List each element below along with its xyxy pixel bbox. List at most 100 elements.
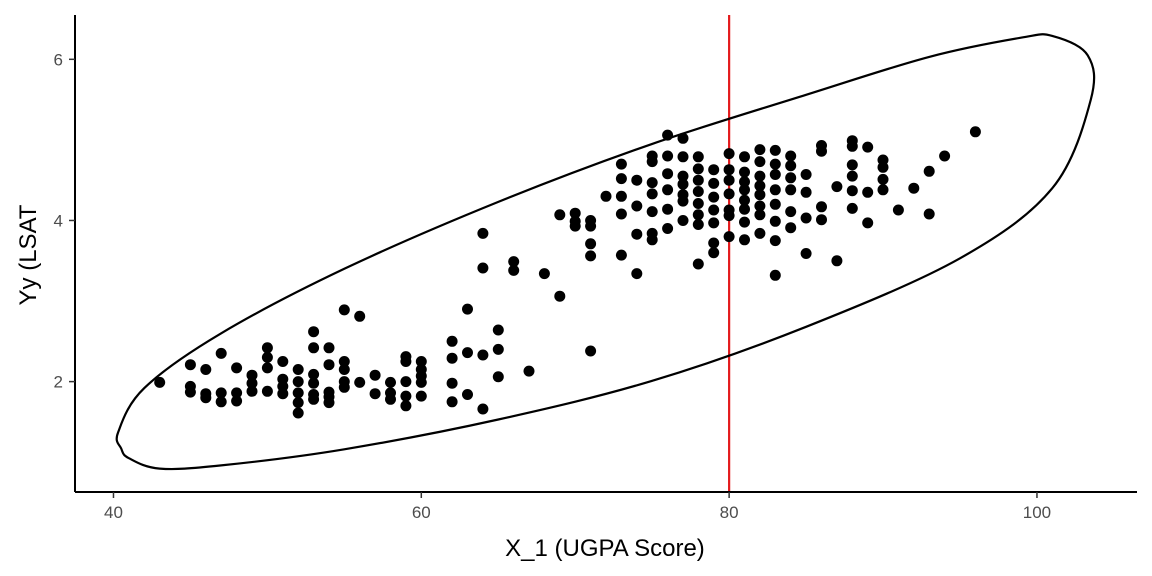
data-point — [708, 164, 720, 176]
data-point — [769, 169, 781, 180]
x-tick-label: 100 — [1023, 503, 1051, 522]
data-point — [338, 304, 350, 316]
data-point — [585, 220, 597, 232]
data-point — [492, 343, 504, 355]
data-point — [615, 208, 627, 220]
data-point — [631, 268, 643, 280]
data-point — [846, 185, 858, 197]
data-point — [308, 377, 320, 389]
data-point — [385, 376, 396, 388]
data-point — [831, 255, 843, 267]
data-point — [554, 209, 566, 221]
data-point — [246, 377, 258, 389]
data-point — [877, 184, 889, 196]
data-point — [877, 161, 889, 173]
data-point — [739, 216, 750, 228]
data-point — [831, 181, 843, 193]
data-point — [508, 264, 520, 276]
data-point — [723, 148, 735, 160]
data-point — [292, 407, 304, 419]
data-point — [231, 395, 243, 407]
data-point — [261, 351, 273, 363]
data-point — [677, 132, 689, 144]
data-point — [292, 387, 304, 399]
x-tick-label: 80 — [720, 503, 739, 522]
data-point — [662, 150, 674, 162]
data-point — [261, 385, 273, 397]
data-point — [662, 168, 674, 180]
data-point — [508, 256, 520, 268]
data-point — [585, 238, 597, 250]
data-point — [846, 202, 858, 214]
data-point — [785, 222, 797, 234]
data-point — [615, 173, 627, 185]
data-point — [338, 381, 350, 393]
data-point — [723, 210, 735, 222]
data-point — [154, 376, 166, 388]
data-point — [415, 376, 427, 388]
data-point — [800, 186, 812, 198]
data-point — [415, 356, 427, 367]
data-point — [200, 392, 212, 404]
x-tick-label: 40 — [104, 503, 123, 522]
data-point — [446, 352, 458, 364]
data-point — [723, 174, 735, 186]
data-point — [538, 268, 550, 280]
data-point — [354, 310, 366, 322]
data-point — [446, 335, 458, 347]
data-point — [615, 249, 627, 261]
data-point — [215, 347, 227, 359]
data-point — [739, 194, 750, 206]
data-point — [708, 247, 720, 259]
data-point — [631, 228, 643, 240]
data-point — [369, 388, 381, 400]
data-point — [662, 203, 674, 215]
data-point — [261, 342, 273, 354]
data-point — [184, 359, 196, 371]
data-point — [400, 400, 412, 412]
data-point — [646, 156, 658, 168]
data-point — [816, 201, 827, 213]
data-point — [939, 150, 951, 162]
data-point — [292, 397, 304, 409]
y-tick-label: 4 — [54, 211, 63, 230]
data-point — [754, 227, 766, 239]
data-point — [692, 209, 704, 221]
data-point — [308, 342, 320, 354]
data-point — [754, 180, 766, 192]
data-point — [462, 347, 473, 359]
data-point — [477, 403, 489, 415]
data-point — [846, 159, 858, 171]
data-point — [892, 204, 904, 216]
data-point — [769, 235, 781, 247]
data-point — [677, 151, 689, 163]
confidence-ellipse — [115, 33, 1096, 471]
data-point — [908, 182, 920, 194]
data-point — [862, 141, 874, 153]
data-point — [615, 190, 627, 202]
data-point — [785, 150, 797, 162]
data-point — [662, 129, 674, 141]
data-point — [923, 208, 935, 220]
data-point — [338, 356, 350, 367]
data-point — [215, 396, 227, 408]
data-point — [923, 165, 935, 177]
data-point — [723, 188, 735, 200]
data-point — [261, 362, 273, 374]
data-point — [677, 195, 689, 207]
data-point — [754, 144, 766, 156]
data-point — [631, 174, 643, 186]
data-point — [816, 145, 827, 157]
data-point — [662, 223, 674, 234]
data-point — [646, 234, 658, 246]
data-point — [585, 250, 597, 262]
data-point — [708, 177, 720, 189]
y-tick-label: 6 — [54, 50, 63, 69]
data-point — [862, 217, 874, 229]
points-layer — [154, 126, 981, 419]
data-point — [785, 184, 797, 196]
data-point — [646, 188, 658, 200]
data-point — [200, 364, 212, 375]
data-point — [862, 186, 874, 198]
